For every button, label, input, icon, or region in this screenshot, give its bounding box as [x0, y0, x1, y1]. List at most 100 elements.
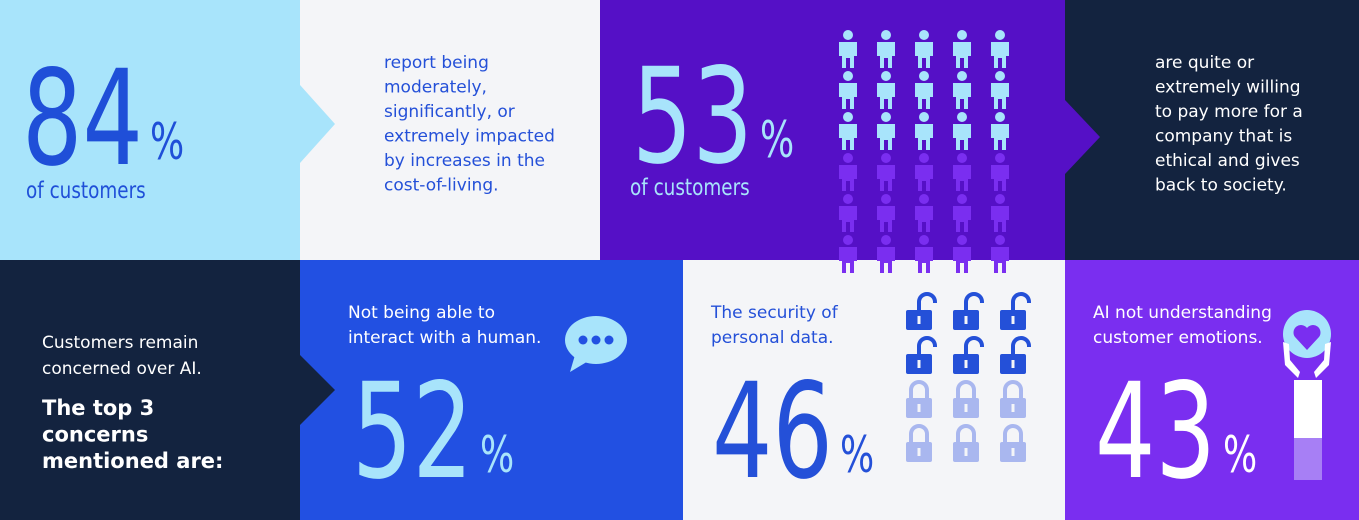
heading: mentioned are: — [42, 449, 223, 473]
keyhole — [964, 448, 968, 456]
big-number: 84 — [22, 42, 143, 196]
lock-icon — [906, 424, 932, 462]
head — [881, 194, 891, 204]
shackle — [956, 380, 976, 398]
shackle — [964, 292, 984, 310]
body — [953, 124, 971, 150]
description: company that is — [1155, 127, 1292, 147]
body — [953, 206, 971, 232]
head — [995, 30, 1005, 40]
description: extremely willing — [1155, 78, 1301, 98]
body — [839, 247, 857, 273]
body — [991, 165, 1009, 191]
head — [995, 194, 1005, 204]
big-number: 53 — [632, 40, 753, 194]
description: significantly, or — [384, 102, 515, 122]
concern: personal data. — [711, 328, 834, 348]
head — [843, 112, 853, 122]
body — [991, 83, 1009, 109]
concern: AI not understanding — [1093, 303, 1272, 323]
head — [957, 71, 967, 81]
person-icon — [991, 235, 1009, 273]
keyhole — [917, 448, 921, 456]
person-icon — [991, 71, 1009, 109]
person-icon — [953, 30, 971, 68]
head — [843, 153, 853, 163]
body — [839, 83, 857, 109]
body — [839, 165, 857, 191]
big-number: 46 — [712, 355, 833, 509]
person-icon — [953, 153, 971, 191]
head — [843, 30, 853, 40]
intro: concerned over AI. — [42, 359, 202, 379]
head — [995, 71, 1005, 81]
keyhole — [1011, 404, 1015, 412]
keyhole — [1011, 360, 1015, 368]
person-icon — [991, 30, 1009, 68]
shackle — [956, 424, 976, 442]
lock-icon — [953, 424, 979, 462]
head — [919, 235, 929, 245]
body — [991, 247, 1009, 273]
lock-icon — [1000, 292, 1031, 330]
head — [843, 235, 853, 245]
head — [995, 235, 1005, 245]
concern: interact with a human. — [348, 328, 541, 348]
panel — [300, 0, 600, 260]
head — [881, 30, 891, 40]
arrow — [300, 85, 335, 163]
body — [953, 42, 971, 68]
panel — [683, 260, 1065, 520]
body — [839, 42, 857, 68]
intro: Customers remain — [42, 333, 198, 353]
lock-icon — [906, 380, 932, 418]
person-icon — [839, 71, 857, 109]
head — [957, 153, 967, 163]
concern: The security of — [710, 303, 839, 323]
body — [915, 124, 933, 150]
body — [953, 165, 971, 191]
lock-icon — [953, 380, 979, 418]
shackle — [917, 292, 937, 310]
head — [881, 71, 891, 81]
head — [957, 112, 967, 122]
body — [915, 83, 933, 109]
heading: concerns — [42, 423, 148, 447]
person-icon — [953, 235, 971, 273]
head — [919, 153, 929, 163]
body — [991, 124, 1009, 150]
person-icon — [953, 71, 971, 109]
arrow — [300, 355, 335, 425]
description: back to society. — [1155, 176, 1287, 196]
shackle — [909, 424, 929, 442]
body — [877, 165, 895, 191]
head — [881, 112, 891, 122]
head — [919, 112, 929, 122]
description: report being — [384, 53, 489, 73]
person-icon — [877, 112, 895, 150]
body — [915, 247, 933, 273]
person-icon — [877, 153, 895, 191]
concern: Not being able to — [348, 303, 495, 323]
panel — [0, 0, 300, 260]
description: cost-of-living. — [384, 176, 499, 196]
description: are quite or — [1155, 53, 1254, 73]
shackle — [1011, 292, 1031, 310]
body — [915, 165, 933, 191]
person-icon — [839, 194, 857, 232]
keyhole — [964, 316, 968, 324]
shackle — [964, 336, 984, 354]
keyhole — [917, 360, 921, 368]
person-icon — [915, 112, 933, 150]
shackle — [1011, 336, 1031, 354]
person-icon — [991, 153, 1009, 191]
person-icon — [953, 112, 971, 150]
body — [877, 247, 895, 273]
person-icon — [839, 30, 857, 68]
person-icon — [915, 153, 933, 191]
description: moderately, — [384, 78, 487, 98]
concern: customer emotions. — [1093, 328, 1263, 348]
big-number: 52 — [352, 355, 473, 509]
lock-icon — [1000, 336, 1031, 374]
